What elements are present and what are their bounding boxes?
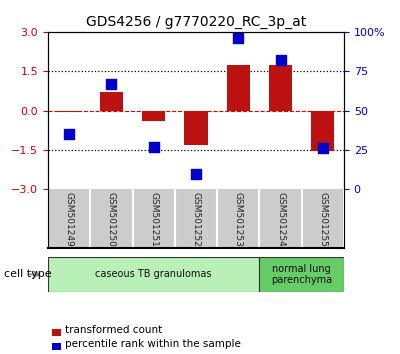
Point — [150, 144, 157, 150]
Text: normal lung
parenchyma: normal lung parenchyma — [271, 263, 332, 285]
Text: GSM501254: GSM501254 — [276, 192, 285, 247]
Bar — [48, 257, 260, 292]
Text: GSM501253: GSM501253 — [234, 192, 243, 247]
Bar — [269, 65, 292, 110]
Title: GDS4256 / g7770220_RC_3p_at: GDS4256 / g7770220_RC_3p_at — [86, 16, 306, 29]
Bar — [142, 110, 165, 121]
Point — [235, 35, 242, 41]
Bar — [184, 110, 208, 145]
Bar — [100, 92, 123, 110]
Point — [108, 81, 115, 87]
Bar — [260, 257, 344, 292]
Text: cell type: cell type — [4, 269, 52, 279]
Text: GSM501255: GSM501255 — [318, 192, 327, 247]
Bar — [227, 65, 250, 110]
Point — [277, 57, 284, 63]
Text: GSM501249: GSM501249 — [65, 192, 74, 247]
Point — [320, 145, 326, 151]
Text: GSM501250: GSM501250 — [107, 192, 116, 247]
Bar — [58, 110, 81, 112]
Point — [193, 171, 199, 176]
Text: percentile rank within the sample: percentile rank within the sample — [65, 339, 241, 349]
Text: transformed count: transformed count — [65, 325, 162, 335]
Text: GSM501251: GSM501251 — [149, 192, 158, 247]
Bar — [311, 110, 334, 151]
Point — [66, 131, 72, 137]
Text: GSM501252: GSM501252 — [192, 192, 200, 247]
Text: caseous TB granulomas: caseous TB granulomas — [96, 269, 212, 279]
